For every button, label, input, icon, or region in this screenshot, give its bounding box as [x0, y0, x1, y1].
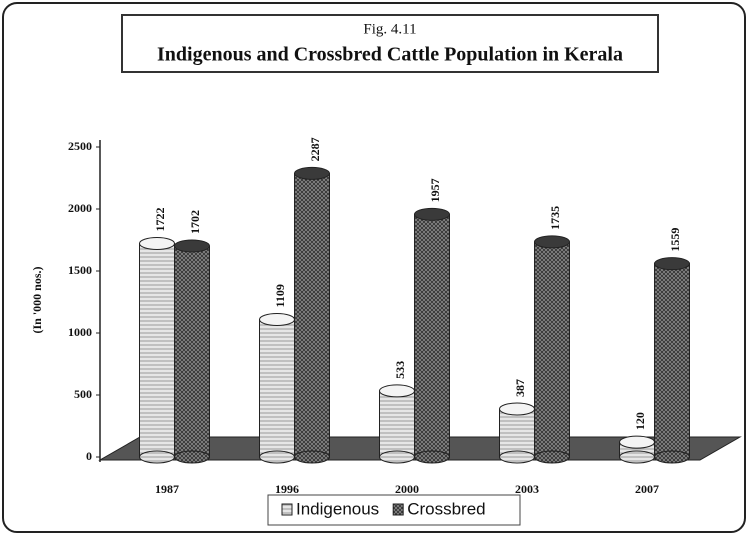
legend-swatch [281, 503, 293, 516]
bar [619, 435, 655, 464]
cylinder-top [499, 402, 535, 416]
cylinder-base [139, 450, 175, 464]
bar [379, 384, 415, 464]
bar [174, 239, 210, 464]
y-axis-label: (In '000 nos.) [30, 266, 44, 333]
value-label: 1559 [668, 228, 682, 252]
cylinder-base [174, 450, 210, 464]
bar [534, 235, 570, 464]
cylinder-base [654, 450, 690, 464]
cylinder-body [174, 245, 210, 458]
x-tick-label: 1996 [275, 482, 299, 496]
x-tick-label: 2000 [395, 482, 419, 496]
value-label: 1722 [153, 207, 167, 231]
y-tick-label: 1000 [68, 325, 92, 339]
cylinder-top [414, 207, 450, 221]
cylinder-top [259, 312, 295, 326]
bar [654, 257, 690, 464]
cylinder-base [534, 450, 570, 464]
y-tick-label: 1500 [68, 263, 92, 277]
cylinder-body [499, 408, 535, 458]
cylinder-top [174, 239, 210, 253]
cylinder-body [379, 390, 415, 458]
y-tick-label: 2000 [68, 201, 92, 215]
cylinder-top [294, 166, 330, 180]
cylinder-body [534, 241, 570, 458]
cylinder-top [379, 384, 415, 398]
cylinder-body [259, 318, 295, 458]
cylinder-body [654, 263, 690, 458]
x-tick-label: 2007 [635, 482, 659, 496]
cylinder-base [414, 450, 450, 464]
cylinder-top [139, 236, 175, 250]
y-tick-label: 500 [74, 387, 92, 401]
bar [414, 207, 450, 464]
value-label: 533 [393, 361, 407, 379]
value-label: 387 [513, 379, 527, 397]
value-label: 2287 [308, 137, 322, 161]
cylinder-base [294, 450, 330, 464]
cylinder-body [139, 242, 175, 458]
x-tick-label: 1987 [155, 482, 179, 496]
cylinder-top [619, 435, 655, 449]
bar [294, 166, 330, 464]
value-label: 1109 [273, 284, 287, 307]
value-label: 1735 [548, 206, 562, 230]
cylinder-base [259, 450, 295, 464]
legend-label: Indigenous [296, 499, 379, 518]
value-label: 120 [633, 412, 647, 430]
cylinder-top [654, 257, 690, 271]
figure-label: Fig. 4.11 [363, 21, 416, 37]
title-box [121, 14, 659, 73]
cylinder-base [619, 450, 655, 464]
legend-swatch [392, 503, 404, 516]
cylinder-body [294, 172, 330, 458]
value-label: 1702 [188, 210, 202, 234]
legend-label: Crossbred [407, 499, 485, 518]
y-tick-label: 2500 [68, 139, 92, 153]
cylinder-base [499, 450, 535, 464]
cylinder-body [414, 213, 450, 458]
cylinder-base [379, 450, 415, 464]
bar [499, 402, 535, 464]
x-tick-label: 2003 [515, 482, 539, 496]
bar [139, 236, 175, 464]
cylinder-top [534, 235, 570, 249]
y-tick-label: 0 [86, 449, 92, 463]
chart-title: Indigenous and Crossbred Cattle Populati… [157, 44, 623, 66]
value-label: 1957 [428, 178, 442, 202]
bar [259, 312, 295, 464]
